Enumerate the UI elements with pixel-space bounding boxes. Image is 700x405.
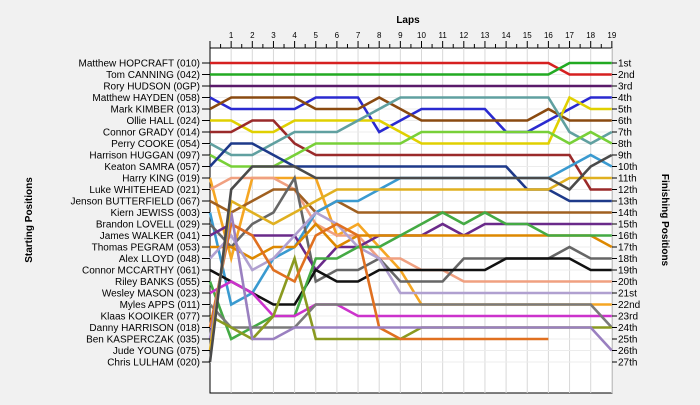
- finishing-position-label: 24th: [618, 323, 637, 334]
- finishing-position-label: 2nd: [618, 70, 635, 81]
- driver-name-label: Klaas KOOIKER (077): [101, 312, 200, 323]
- finishing-position-label: 12th: [618, 185, 637, 196]
- driver-name-label: Ben KASPERCZAK (035): [86, 335, 200, 346]
- driver-name-label: James WALKER (041): [100, 231, 200, 242]
- driver-name-label: Thomas PEGRAM (053): [92, 243, 200, 254]
- lap-tick-label: 8: [377, 31, 382, 40]
- driver-line: [210, 61, 612, 76]
- driver-name-label: Alex LLOYD (048): [119, 254, 200, 265]
- finishing-position-label: 20th: [618, 277, 637, 288]
- driver-name-label: Myles APPS (011): [120, 300, 200, 311]
- finishing-position-label: 5th: [618, 105, 632, 116]
- finishing-position-label: 18th: [618, 254, 637, 265]
- driver-name-label: Perry COOKE (054): [111, 139, 200, 150]
- driver-line: [208, 176, 612, 351]
- driver-name-label: Jude YOUNG (075): [113, 346, 200, 357]
- driver-name-label: Tom CANNING (042): [106, 70, 200, 81]
- finishing-position-label: 11th: [618, 174, 637, 185]
- driver-name-label: Rory HUDSON (0GP): [103, 82, 200, 93]
- finishing-position-label: 23rd: [618, 312, 638, 323]
- driver-line: [209, 303, 613, 329]
- finishing-position-label: 27th: [618, 358, 637, 369]
- lap-tick-label: 17: [565, 31, 574, 40]
- lap-tick-label: 10: [417, 31, 426, 40]
- driver-line: [209, 130, 613, 168]
- lap-tick-label: 14: [502, 31, 511, 40]
- finishing-position-label: 25th: [618, 335, 637, 346]
- driver-line: [208, 212, 613, 352]
- finishing-position-label: 4th: [618, 93, 632, 104]
- lap-tick-label: 13: [480, 31, 489, 40]
- driver-name-label: Riley BANKS (055): [115, 277, 200, 288]
- lap-tick-label: 15: [523, 31, 532, 40]
- driver-name-label: Brandon LOVELL (029): [96, 220, 200, 231]
- finishing-position-label: 1st: [618, 59, 632, 70]
- finishing-position-label: 14th: [618, 208, 637, 219]
- driver-name-label: Matthew HOPCRAFT (010): [78, 59, 200, 70]
- driver-line: [209, 176, 612, 283]
- finishing-position-label: 10th: [618, 162, 637, 173]
- chart-title: Laps: [396, 15, 420, 26]
- lap-tick-label: 9: [398, 31, 403, 40]
- lap-tick-label: 3: [271, 31, 276, 40]
- driver-name-label: Harry KING (019): [122, 174, 200, 185]
- driver-line: [209, 96, 613, 157]
- finishing-position-label: 19th: [618, 266, 637, 277]
- finishing-position-label: 21st: [618, 289, 637, 300]
- driver-name-label: Harrison HUGGAN (097): [89, 151, 200, 162]
- driver-name-label: Chris LULHAM (020): [107, 358, 200, 369]
- driver-line: [209, 280, 612, 318]
- driver-name-label: Wesley MASON (023): [102, 289, 200, 300]
- y-axis-label-left: Starting Positions: [24, 177, 35, 263]
- lap-tick-label: 4: [292, 31, 297, 40]
- lap-tick-label: 2: [250, 31, 255, 40]
- driver-name-label: Danny HARRISON (018): [89, 323, 200, 334]
- driver-name-label: Mark KIMBER (013): [111, 105, 200, 116]
- lap-tick-label: 12: [459, 31, 468, 40]
- finishing-position-label: 8th: [618, 139, 632, 150]
- finishing-position-label: 22nd: [618, 300, 640, 311]
- finishing-labels: 1st2nd3rd4th5th6th7th8th9th10th11th12th1…: [612, 59, 640, 369]
- driver-line: [209, 96, 612, 122]
- driver-line: [209, 210, 612, 295]
- lap-tick-label: 6: [335, 31, 340, 40]
- finishing-position-label: 9th: [618, 151, 632, 162]
- lap-tick-label: 5: [314, 31, 319, 40]
- finishing-position-label: 13th: [618, 197, 637, 208]
- finishing-position-label: 7th: [618, 128, 632, 139]
- plot-area: [209, 47, 613, 394]
- driver-name-label: Keaton SAMRA (057): [104, 162, 200, 173]
- finishing-position-label: 26th: [618, 346, 637, 357]
- driver-name-label: Ollie HALL (024): [126, 116, 200, 127]
- finishing-position-label: 15th: [618, 220, 637, 231]
- lap-tick-label: 1: [229, 31, 234, 40]
- driver-line: [209, 188, 612, 215]
- driver-name-label: Luke WHITEHEAD (021): [89, 185, 200, 196]
- driver-line: [208, 153, 613, 363]
- lap-tick-label: 7: [356, 31, 361, 40]
- finishing-position-label: 16th: [618, 231, 637, 242]
- driver-name-label: Matthew HAYDEN (058): [92, 93, 200, 104]
- finishing-position-label: 3rd: [618, 82, 632, 93]
- driver-name-label: Jenson BUTTERFIELD (067): [71, 197, 201, 208]
- lap-ticks: 1 2 3 4 5 6 7 8 9 10 11 12 13 14 15 16 17 18 19: [209, 31, 617, 48]
- lap-tick-label: 19: [607, 31, 616, 40]
- driver-line: [210, 61, 612, 76]
- driver-name-label: Kiern JEWISS (003): [111, 208, 200, 219]
- lap-tick-label: 11: [438, 31, 447, 40]
- driver-name-label: Connor MCCARTHY (061): [82, 266, 200, 277]
- driver-line: [210, 222, 613, 260]
- driver-line: [210, 119, 612, 191]
- finishing-position-label: 17th: [618, 243, 637, 254]
- y-axis-label-right: Finishing Positions: [659, 174, 670, 267]
- driver-name-label: Connor GRADY (014): [103, 128, 200, 139]
- driver-names: Matthew HOPCRAFT (010)Tom CANNING (042)R…: [71, 59, 210, 369]
- lap-tick-label: 16: [544, 31, 553, 40]
- series-lines: [208, 61, 613, 363]
- lap-tick-label: 18: [586, 31, 595, 40]
- finishing-position-label: 6th: [618, 116, 632, 127]
